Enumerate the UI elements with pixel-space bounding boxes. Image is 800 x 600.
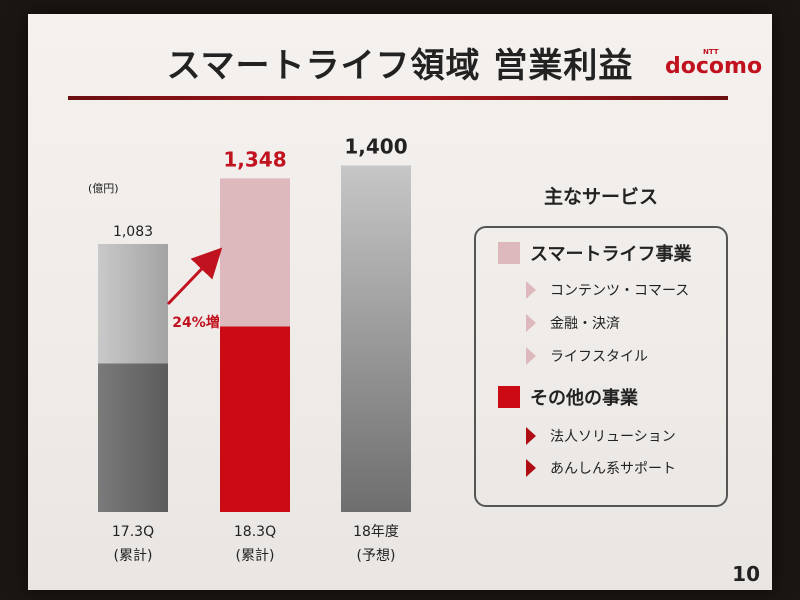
triangle-bullet-icon: [526, 459, 536, 477]
bar-chart: 1,083 17.3Q (累計) 1,348 18.3Q (累計) 1,400 18年度 (予想…: [98, 135, 411, 564]
legend-item: コンテンツ・コマース: [526, 280, 689, 300]
legend-group-smartlife: スマートライフ事業: [498, 240, 691, 266]
unit-label: (億円): [88, 182, 119, 195]
bar-segment-top: [98, 243, 168, 364]
x-tick-sublabel: (累計): [236, 548, 275, 564]
bar-segment-bottom: [341, 165, 411, 512]
legend-group-label: その他の事業: [530, 388, 638, 409]
bar-segment-bottom: [98, 363, 168, 512]
legend-item: ライフスタイル: [526, 346, 648, 366]
bar-total-label: 1,083: [113, 224, 153, 240]
triangle-bullet-icon: [526, 427, 536, 445]
other-swatch: [498, 386, 520, 408]
legend-group-other: その他の事業: [498, 384, 638, 410]
bar-total-label: 1,348: [223, 147, 286, 171]
page-number: 10: [732, 562, 760, 586]
legend-box: [474, 226, 728, 507]
x-tick-sublabel: (予想): [357, 548, 396, 564]
legend-item-label: ライフスタイル: [550, 349, 648, 365]
x-tick-sublabel: (累計): [114, 548, 153, 564]
legend-item: 金融・決済: [526, 313, 620, 333]
docomo-logo: NTT docomo: [665, 48, 762, 79]
legend-item-label: 法人ソリューション: [550, 429, 676, 445]
growth-label: 24%増: [172, 314, 220, 331]
growth-arrow: [166, 247, 223, 306]
triangle-bullet-icon: [526, 314, 536, 332]
legend-group-label: スマートライフ事業: [530, 244, 692, 265]
slide-title: スマートライフ領域 営業利益: [166, 46, 634, 86]
smartlife-swatch: [498, 242, 520, 264]
legend-item-label: 金融・決済: [550, 316, 620, 332]
bar-segment-top: [220, 178, 290, 327]
ntt-mark: NTT: [703, 48, 719, 56]
title-underline: [68, 96, 728, 100]
bar-total-label: 1,400: [344, 135, 407, 159]
bar-segment-bottom: [220, 326, 290, 512]
legend-item: あんしん系サポート: [526, 458, 676, 478]
docomo-wordmark: docomo: [665, 54, 763, 79]
x-tick-label: 17.3Q: [112, 524, 154, 540]
legend-title: 主なサービス: [543, 186, 658, 208]
legend-item-label: コンテンツ・コマース: [550, 283, 690, 299]
x-tick-label: 18.3Q: [234, 524, 276, 540]
x-tick-label: 18年度: [353, 524, 399, 540]
slide: スマートライフ領域 営業利益 NTT docomo (億円) 1,083 17.3…: [28, 14, 772, 590]
triangle-bullet-icon: [526, 281, 536, 299]
legend-item: 法人ソリューション: [526, 426, 676, 446]
triangle-bullet-icon: [526, 347, 536, 365]
legend-item-label: あんしん系サポート: [550, 461, 676, 477]
